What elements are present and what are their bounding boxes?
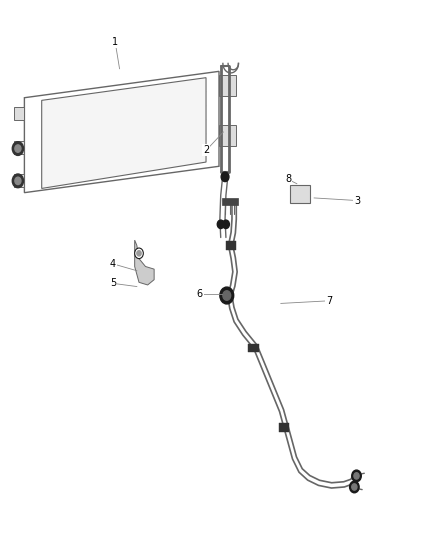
Circle shape (15, 177, 21, 184)
Circle shape (220, 287, 234, 304)
Circle shape (137, 251, 141, 256)
Circle shape (15, 145, 21, 152)
Circle shape (352, 470, 361, 482)
Circle shape (350, 481, 359, 493)
Text: 6: 6 (197, 289, 203, 299)
Text: 8: 8 (285, 174, 291, 184)
Bar (279, 423, 289, 432)
Circle shape (352, 484, 357, 490)
Circle shape (217, 220, 224, 229)
Circle shape (12, 174, 24, 188)
Circle shape (221, 172, 229, 182)
Text: 7: 7 (326, 296, 332, 306)
Circle shape (12, 142, 24, 156)
Bar (222, 198, 237, 205)
Circle shape (223, 220, 230, 229)
Text: 1: 1 (112, 37, 118, 47)
Polygon shape (134, 240, 154, 285)
Bar (219, 125, 236, 147)
Text: 5: 5 (110, 278, 116, 288)
Bar (226, 241, 236, 249)
Text: 4: 4 (110, 259, 116, 269)
Bar (248, 344, 259, 352)
Text: 3: 3 (354, 196, 360, 206)
Circle shape (223, 291, 231, 300)
Polygon shape (14, 141, 25, 155)
Bar (290, 185, 310, 203)
Circle shape (134, 248, 143, 259)
Text: 2: 2 (203, 146, 209, 156)
Polygon shape (42, 78, 206, 189)
Circle shape (354, 473, 359, 479)
Polygon shape (14, 107, 25, 120)
Polygon shape (14, 174, 25, 187)
Bar (219, 75, 236, 96)
